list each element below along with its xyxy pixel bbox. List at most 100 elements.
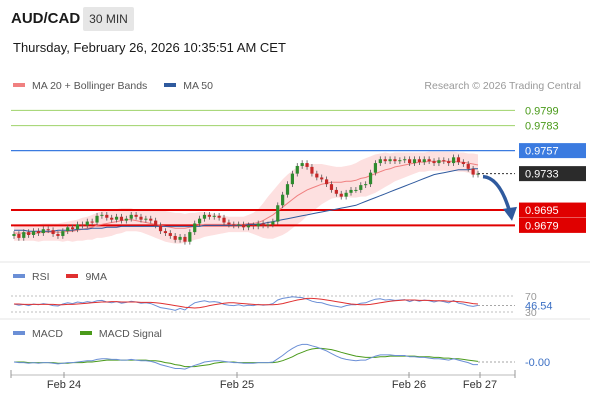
candle-body — [217, 215, 221, 218]
candle-body — [310, 166, 314, 174]
candle-body — [305, 163, 309, 167]
candle-body — [408, 159, 412, 164]
candle-body — [432, 161, 436, 164]
candle-body — [110, 217, 114, 220]
rsi-swatch — [13, 274, 25, 279]
candle-body — [188, 232, 192, 242]
macd-swatch — [13, 331, 25, 336]
ma20-line — [14, 160, 479, 234]
chart-datetime: Thursday, February 26, 2026 10:35:51 AM … — [13, 40, 286, 55]
candle-body — [451, 157, 456, 164]
pivot-label-bg — [519, 143, 586, 159]
candle-body — [71, 227, 75, 230]
ma20-swatch — [13, 83, 25, 88]
candle-body — [373, 163, 378, 173]
candle-body — [447, 161, 451, 164]
legend-rsi-label: RSI — [32, 271, 50, 283]
legend-macd: MACD — [13, 328, 63, 340]
legend-macd-signal-label: MACD Signal — [98, 328, 162, 340]
candle-body — [427, 159, 431, 162]
rsi-last-label: 46.54 — [525, 300, 553, 312]
candle-body — [246, 225, 251, 228]
candle-body — [105, 214, 109, 218]
candle-body — [422, 159, 426, 163]
candle-body — [124, 218, 128, 221]
candle-body — [417, 159, 421, 163]
candle-body — [119, 216, 124, 221]
legend-rsi-ma: 9MA — [66, 271, 107, 283]
main-legend: MA 20 + Bollinger Bands MA 50 — [13, 80, 227, 92]
candle-body — [80, 224, 84, 226]
candle-body — [324, 179, 329, 185]
candle-body — [261, 223, 265, 226]
symbol-title: AUD/CAD — [11, 10, 81, 27]
candle-body — [90, 221, 94, 223]
candle-body — [46, 229, 50, 231]
candle-body — [207, 214, 211, 217]
candle-body — [149, 218, 153, 221]
candle-body — [368, 172, 373, 185]
candle-body — [320, 177, 324, 180]
candle-body — [256, 223, 260, 227]
candle-body — [378, 159, 382, 164]
candle-body — [315, 173, 319, 178]
candle-body — [27, 232, 31, 235]
candle-body — [271, 221, 275, 225]
support-label-bg — [519, 217, 586, 233]
candle-body — [66, 227, 70, 232]
time-tick-label: Feb 26 — [392, 379, 426, 391]
support-label: 0.9679 — [525, 220, 559, 232]
legend-macd-label: MACD — [32, 328, 63, 340]
candle-body — [383, 159, 387, 162]
candle-body — [12, 234, 16, 236]
research-credit: Research © 2026 Trading Central — [424, 80, 581, 92]
macd-line — [13, 343, 478, 370]
candle-body — [359, 185, 363, 190]
legend-ma50: MA 50 — [164, 80, 213, 92]
legend-ma20-label: MA 20 + Bollinger Bands — [32, 80, 148, 92]
last-price-label-bg — [519, 166, 586, 182]
candle-body — [183, 236, 187, 242]
macd-legend: MACD MACD Signal — [13, 328, 176, 340]
legend-ma20: MA 20 + Bollinger Bands — [13, 80, 147, 92]
candle-body — [154, 220, 158, 226]
candle-body — [75, 224, 80, 230]
candle-body — [266, 224, 270, 226]
candle-body — [461, 162, 465, 165]
candle-body — [202, 214, 207, 219]
legend-ma50-label: MA 50 — [183, 80, 213, 92]
candle-body — [144, 218, 148, 220]
legend-macd-signal: MACD Signal — [79, 328, 162, 340]
candle-body — [403, 159, 407, 161]
legend-rsi-ma-label: 9MA — [85, 271, 108, 283]
macd-signal-swatch — [79, 331, 92, 336]
candle-body — [139, 216, 143, 220]
rsi-level-label: 30 — [525, 307, 537, 319]
candle-body — [158, 225, 163, 232]
candle-body — [281, 194, 285, 206]
candle-body — [393, 159, 397, 162]
candle-body — [466, 164, 470, 169]
candle-body — [56, 234, 60, 236]
candle-body — [129, 214, 133, 219]
candle-body — [173, 235, 177, 240]
candle-body — [168, 233, 172, 236]
candle-body — [198, 218, 202, 224]
candle-body — [276, 205, 280, 222]
ma50-swatch — [164, 83, 177, 88]
candle-body — [285, 184, 290, 195]
candle-body — [251, 225, 255, 227]
forecast-arrow — [482, 174, 512, 214]
candle-body — [339, 193, 343, 197]
candle-body — [95, 215, 99, 223]
candle-body — [163, 231, 168, 234]
rsi-legend: RSI 9MA — [13, 271, 121, 283]
candle-body — [442, 160, 446, 162]
timeframe-badge[interactable]: 30 MIN — [83, 7, 134, 31]
candle-body — [388, 159, 392, 162]
candle-body — [17, 234, 21, 238]
resistance-label: 0.9783 — [525, 121, 559, 133]
candle-body — [241, 224, 246, 228]
candle-body — [334, 189, 338, 194]
